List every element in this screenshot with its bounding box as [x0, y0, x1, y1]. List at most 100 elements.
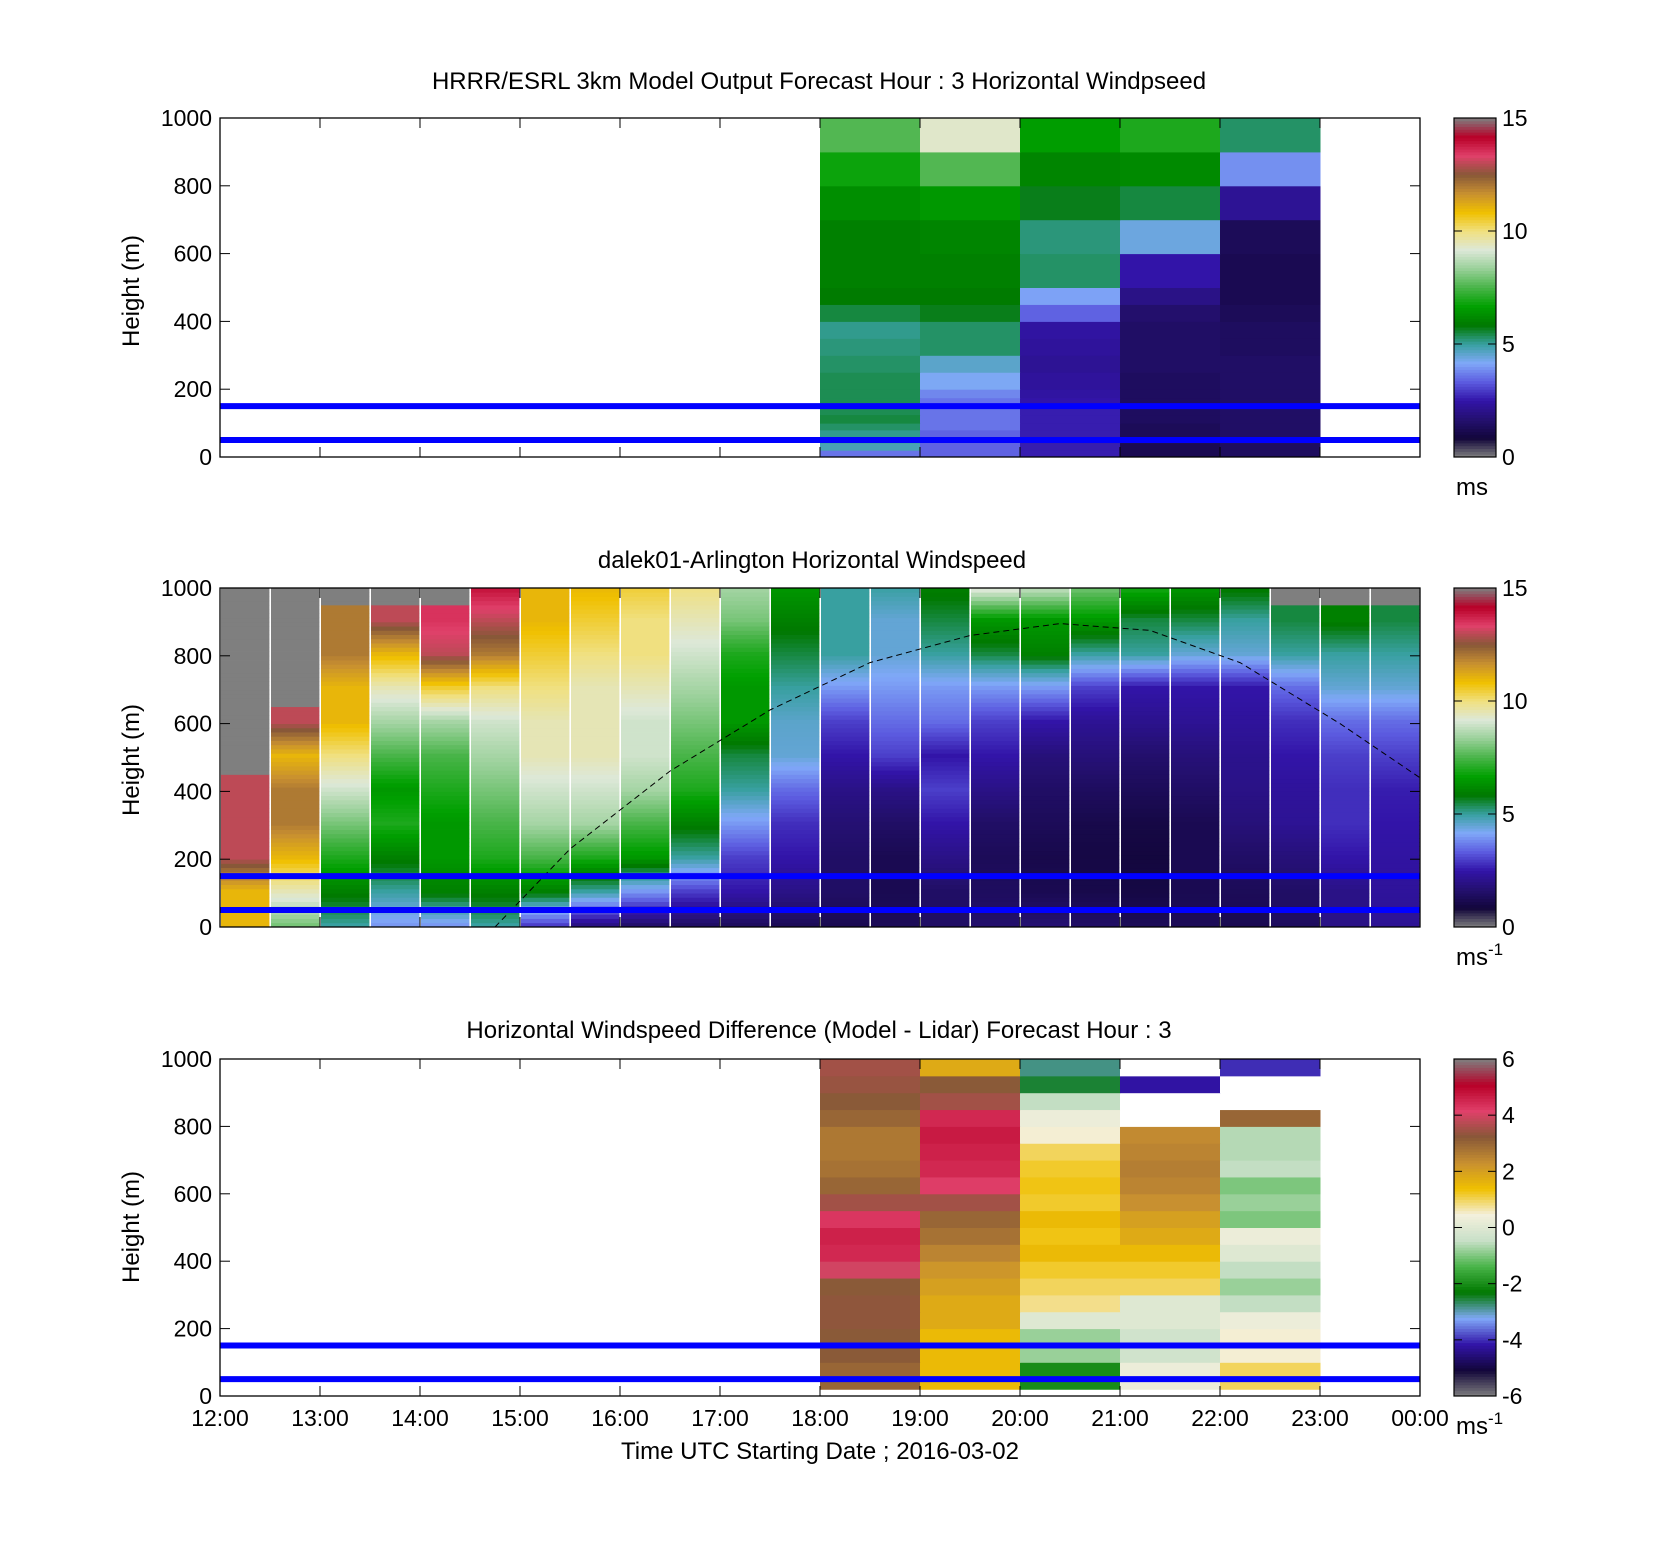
profile-cell — [1271, 736, 1320, 741]
heatmap-cell — [1020, 372, 1121, 390]
profile-cell — [421, 914, 470, 919]
profile-cell — [1121, 710, 1170, 716]
profile-cell — [221, 617, 270, 623]
profile-cell — [621, 626, 670, 631]
heatmap-cell — [1020, 1126, 1121, 1144]
profile-cell — [671, 638, 720, 644]
profile-cell — [921, 867, 970, 873]
profile-cell — [771, 685, 820, 691]
profile-cell — [621, 600, 670, 606]
profile-cell — [771, 702, 820, 708]
profile-cell — [321, 838, 370, 843]
heatmap-cell — [1220, 118, 1321, 153]
profile-cell — [671, 609, 720, 614]
profile-cell — [1371, 825, 1420, 830]
colorbar-swatch — [1454, 389, 1496, 393]
profile-cell — [1221, 719, 1270, 724]
profile-cell — [371, 592, 420, 597]
profile-cell — [271, 672, 320, 678]
profile-cell — [1121, 812, 1170, 818]
profile-cell — [1371, 609, 1420, 614]
profile-cell — [371, 914, 420, 919]
colorbar-swatch — [1454, 1272, 1496, 1276]
profile-cell — [321, 897, 370, 902]
colorbar-swatch — [1454, 1134, 1496, 1139]
profile-cell — [1171, 596, 1220, 602]
profile-cell — [721, 782, 770, 788]
profile-cell — [921, 795, 970, 801]
profile-cell — [671, 829, 720, 835]
heatmap-cell — [1120, 429, 1221, 438]
profile-cell — [371, 791, 420, 797]
profile-cell — [721, 638, 770, 644]
profile-cell — [371, 816, 420, 822]
colorbar-tick-label: 15 — [1502, 105, 1528, 131]
profile-cell — [821, 685, 870, 691]
profile-cell — [1171, 795, 1220, 801]
colorbar-swatch — [1454, 1379, 1496, 1383]
heatmap-cell — [1220, 414, 1321, 424]
profile-cell — [571, 888, 620, 894]
profile-cell — [571, 838, 620, 843]
colorbar-swatch — [1454, 346, 1496, 351]
profile-cell — [1021, 744, 1070, 750]
colorbar-swatch — [1454, 1238, 1496, 1243]
profile-cell — [721, 833, 770, 839]
profile-cell — [1371, 664, 1420, 669]
profile-cell — [1221, 685, 1270, 691]
profile-cell — [221, 715, 270, 720]
profile-cell — [271, 698, 320, 703]
profile-cell — [921, 863, 970, 869]
profile-cell — [1271, 795, 1320, 801]
profile-cell — [321, 638, 370, 644]
profile-cell — [821, 842, 870, 847]
profile-cell — [1071, 753, 1120, 758]
profile-cell — [1371, 880, 1420, 886]
profile-cell — [621, 592, 670, 597]
colorbar-swatch — [1454, 1103, 1496, 1108]
profile-cell — [621, 689, 670, 695]
profile-cell — [371, 732, 420, 737]
profile-cell — [271, 842, 320, 847]
heatmap-cell — [920, 1126, 1021, 1144]
profile-cell — [671, 600, 720, 606]
profile-cell — [771, 791, 820, 797]
profile-cell — [371, 808, 420, 813]
profile-cell — [921, 761, 970, 767]
profile-cell — [471, 829, 520, 835]
heatmap-cell — [820, 1261, 921, 1279]
profile-cell — [1171, 651, 1220, 657]
profile-cell — [821, 668, 870, 674]
profile-cell — [1271, 698, 1320, 703]
heatmap-cell — [820, 1193, 921, 1212]
profile-cell — [521, 676, 570, 682]
heatmap-cell — [1020, 151, 1121, 187]
profile-cell — [871, 609, 920, 614]
profile-cell — [321, 719, 370, 724]
colorbar-swatch — [1454, 802, 1496, 807]
profile-cell — [1121, 825, 1170, 830]
profile-cell — [221, 643, 270, 648]
profile-cell — [921, 600, 970, 606]
profile-cell — [1171, 791, 1220, 797]
heatmap-cell — [920, 443, 1021, 451]
profile-cell — [321, 732, 370, 737]
profile-cell — [671, 842, 720, 847]
profile-cell — [921, 588, 970, 593]
profile-cell — [1071, 655, 1120, 661]
profile-cell — [1171, 732, 1220, 737]
profile-cell — [221, 596, 270, 602]
profile-cell — [621, 609, 670, 614]
profile-cell — [221, 863, 270, 869]
profile-cell — [1121, 664, 1170, 669]
colorbar-swatch — [1454, 1317, 1496, 1321]
profile-cell — [221, 778, 270, 784]
colorbar-swatch — [1454, 157, 1496, 161]
colorbar-swatch — [1454, 160, 1496, 164]
profile-cell — [321, 736, 370, 741]
profile-cell — [521, 744, 570, 750]
profile-cell — [521, 681, 570, 686]
heatmap-cell — [1120, 321, 1221, 339]
profile-cell — [1071, 689, 1120, 695]
profile-cell — [1271, 626, 1320, 631]
